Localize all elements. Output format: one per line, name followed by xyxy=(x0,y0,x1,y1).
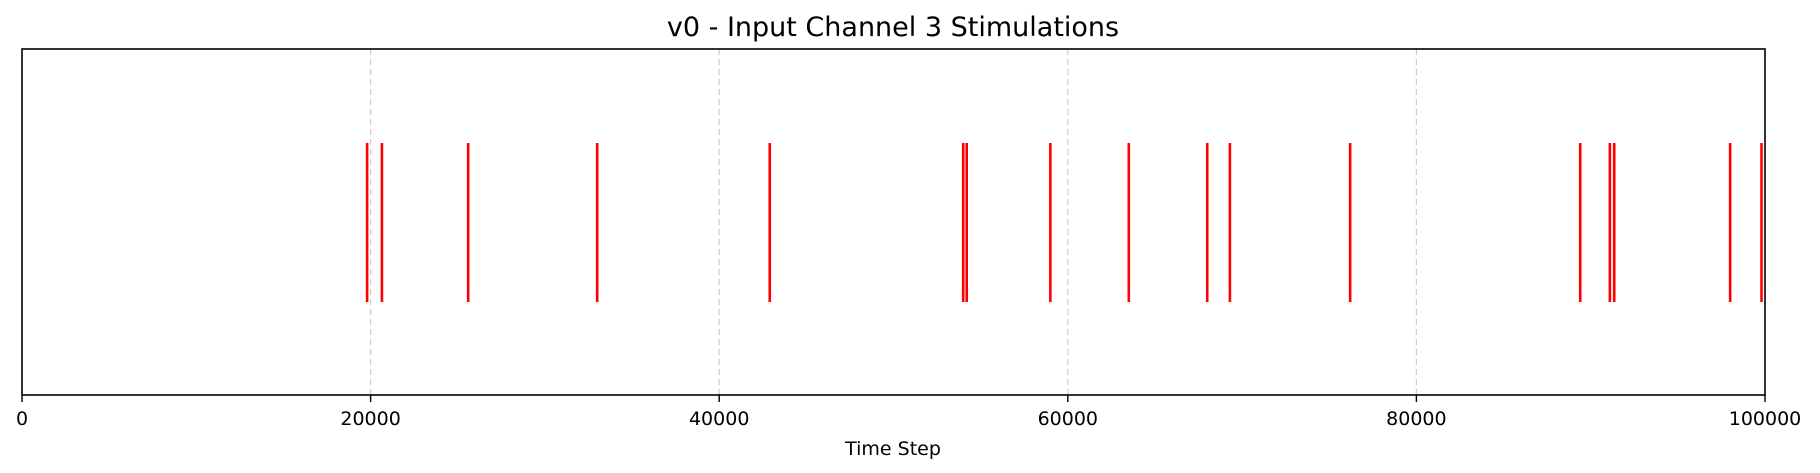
x-axis-label: Time Step xyxy=(844,438,941,460)
plot-area-frame xyxy=(21,48,1766,396)
x-tick-label: 80000 xyxy=(1386,408,1446,430)
x-tick-label: 0 xyxy=(16,408,28,430)
chart-title: v0 - Input Channel 3 Stimulations xyxy=(667,12,1119,43)
x-tick-label: 100000 xyxy=(1729,408,1802,430)
x-tick-label: 60000 xyxy=(1038,408,1098,430)
event-series xyxy=(365,143,1763,302)
x-axis-ticks: 0 20000 40000 60000 80000 100000 xyxy=(16,395,1801,430)
x-tick-label: 40000 xyxy=(689,408,749,430)
grid-lines xyxy=(370,49,1418,395)
x-tick-label: 20000 xyxy=(340,408,400,430)
